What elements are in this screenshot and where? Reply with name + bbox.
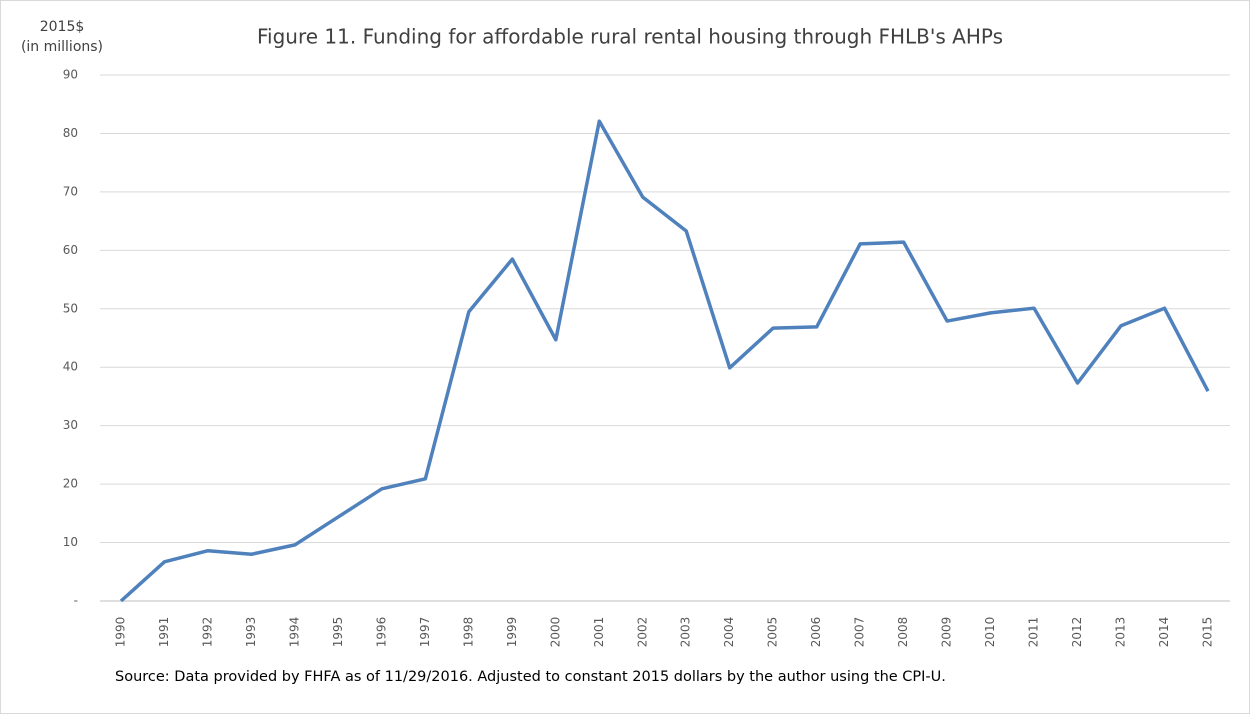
y-axis-label: 2015$ (40, 19, 85, 35)
y-tick-label: 90 (63, 68, 78, 82)
x-tick-label: 1991 (157, 617, 171, 648)
x-tick-label: 1990 (114, 617, 128, 648)
y-tick-label: - (74, 594, 78, 608)
source-note: Source: Data provided by FHFA as of 11/2… (115, 669, 946, 685)
x-tick-label: 2011 (1027, 617, 1041, 648)
x-tick-label: 1999 (505, 617, 519, 648)
x-tick-label: 2013 (1114, 617, 1128, 648)
x-tick-label: 2010 (983, 617, 997, 648)
x-tick-label: 1993 (244, 617, 258, 648)
x-tick-label: 1995 (331, 617, 345, 648)
data-line (119, 119, 1210, 603)
x-tick-label: 1996 (374, 617, 388, 648)
x-tick-label: 1997 (418, 617, 432, 648)
y-tick-label: 30 (63, 418, 78, 432)
y-tick-label: 50 (63, 301, 78, 315)
x-tick-label: 2006 (809, 617, 823, 648)
x-tick-label: 2002 (635, 617, 649, 648)
y-tick-label: 40 (63, 360, 78, 374)
y-axis-label: (in millions) (21, 39, 103, 55)
x-tick-label: 2008 (896, 617, 910, 648)
x-tick-label: 1998 (461, 617, 475, 648)
x-tick-label: 2014 (1157, 617, 1171, 648)
x-tick-label: 1994 (287, 617, 301, 648)
x-tick-label: 2009 (940, 617, 954, 648)
y-tick-label: 70 (63, 184, 78, 198)
x-tick-label: 2012 (1070, 617, 1084, 648)
y-tick-label: 80 (63, 126, 78, 140)
x-tick-label: 2004 (722, 617, 736, 648)
x-tick-label: 2007 (853, 617, 867, 648)
x-tick-label: 2000 (548, 617, 562, 648)
x-tick-label: 2003 (679, 617, 693, 648)
y-tick-label: 10 (63, 535, 78, 549)
x-tick-label: 2015 (1201, 617, 1215, 648)
chart-title: Figure 11. Funding for affordable rural … (257, 25, 1003, 49)
y-tick-label: 20 (63, 477, 78, 491)
x-tick-label: 1992 (200, 617, 214, 648)
y-tick-label: 60 (63, 243, 78, 257)
x-tick-label: 2001 (592, 617, 606, 648)
x-tick-label: 2005 (766, 617, 780, 648)
